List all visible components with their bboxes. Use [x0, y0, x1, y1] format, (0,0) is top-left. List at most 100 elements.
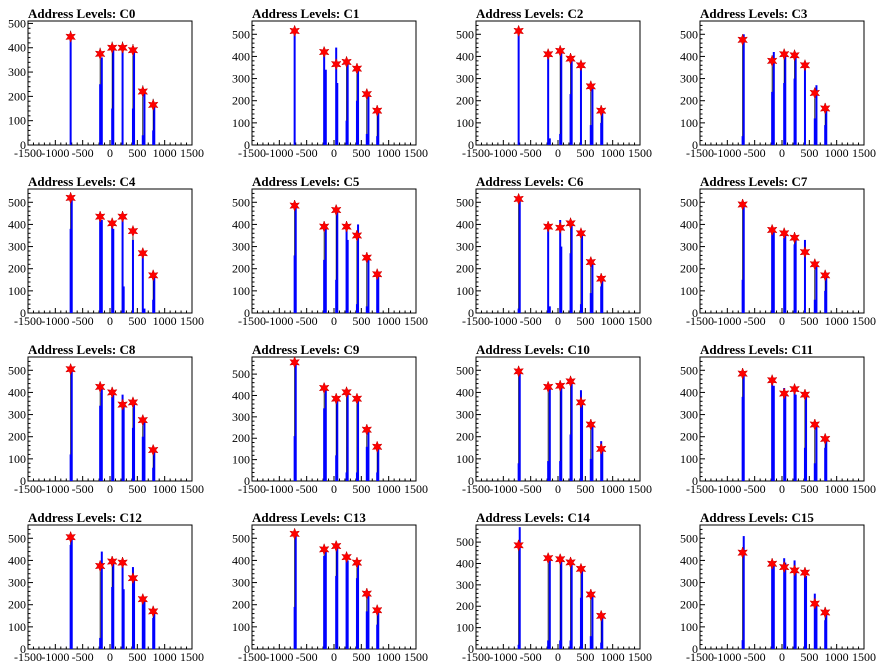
y-tick-label: 0 [468, 642, 474, 656]
peak-marker [554, 379, 566, 392]
histogram-bar [355, 472, 358, 481]
histogram-bar [336, 83, 339, 145]
chart-title: Address Levels: C6 [476, 174, 584, 189]
y-tick-label: 400 [232, 553, 250, 567]
histogram-bar [815, 264, 818, 313]
chart-svg: 0 100 200 300 400 500 -1500 -1000 -500 0 500 1000 15… [8, 188, 204, 328]
peak-marker [595, 609, 607, 623]
histogram-bar [365, 133, 368, 145]
chart-panel: Address Levels: C6 0 100 200 300 400 500 -1500-… [448, 168, 672, 336]
y-tick-label: 0 [20, 138, 26, 152]
peak-marker [542, 551, 554, 565]
x-tick-label: 500 [352, 482, 370, 496]
plot-frame [27, 524, 193, 650]
x-tick-label: -1500 [686, 482, 714, 496]
histogram-bar [569, 253, 572, 313]
chart-title: Address Levels: C5 [252, 174, 360, 189]
y-tick-label: 500 [8, 531, 26, 545]
histogram-bar [377, 111, 380, 145]
histogram-bar [793, 389, 796, 481]
histogram-bar [345, 472, 348, 481]
x-tick-label: -1500 [462, 650, 490, 664]
peak-marker [778, 560, 790, 574]
peak-marker [330, 392, 342, 405]
histogram-bar [111, 224, 114, 313]
peak-marker [137, 247, 149, 260]
x-tick-label: 1500 [628, 482, 652, 496]
x-tick-label: 500 [352, 146, 370, 160]
peak-marker [513, 365, 524, 378]
histogram-bar [771, 561, 774, 649]
chart-panel: Address Levels: C1 0 100 200 300 400 500 -1500-… [224, 0, 448, 168]
x-tick-label: -500 [72, 482, 94, 496]
histogram-bar [579, 304, 582, 313]
y-tick-label: 400 [456, 385, 474, 399]
chart-title: Address Levels: C14 [476, 510, 590, 525]
histogram-bar [112, 50, 115, 146]
chart-svg: 0 100 200 300 400 500 -1500 -1000 -500 0 500 1000 15… [8, 16, 204, 160]
x-tick-label: -1500 [238, 314, 266, 328]
y-tick-label: 0 [468, 474, 474, 488]
x-tick-label: 500 [128, 146, 146, 160]
histogram-bar [153, 275, 156, 313]
peak-marker [778, 227, 790, 240]
histogram-bar [815, 604, 818, 649]
histogram-bar [112, 392, 115, 481]
histogram-bar [559, 220, 562, 313]
peak-marker [65, 363, 76, 376]
y-tick-label: 400 [8, 41, 26, 55]
peak-marker [318, 220, 330, 233]
peak-marker [766, 223, 778, 237]
histogram-bar [805, 394, 808, 481]
x-tick-label: 1000 [825, 314, 849, 328]
histogram-bar [771, 380, 774, 481]
histogram-bar [377, 446, 380, 481]
x-tick-label: -1500 [238, 482, 266, 496]
x-tick-label: -500 [72, 650, 94, 664]
peak-marker [361, 423, 373, 436]
peak-marker [819, 102, 831, 115]
histogram-bar [825, 275, 828, 313]
x-tick-label: -500 [296, 482, 318, 496]
peak-marker [106, 217, 118, 230]
x-tick-label: 500 [800, 482, 818, 496]
peak-marker [737, 546, 748, 559]
peak-marker [585, 418, 597, 431]
histogram-bar [100, 386, 103, 481]
histogram-bar [517, 29, 520, 145]
chart-title: Address Levels: C0 [28, 6, 136, 21]
chart-svg: 0 100 200 300 400 500 -1500 -1000 -500 0 500 1000 15… [232, 188, 428, 328]
x-tick-label: -1500 [686, 650, 714, 664]
x-tick-label: 500 [128, 650, 146, 664]
peak-marker [595, 442, 607, 456]
plot-frame [475, 20, 641, 146]
histogram-bar [560, 246, 563, 313]
x-tick-label: 1000 [153, 146, 177, 160]
histogram-bar [815, 424, 818, 481]
y-tick-label: 400 [680, 49, 698, 63]
y-tick-label: 0 [244, 306, 250, 320]
chart-svg: 0 100 200 300 400 500 -1500 -1000 -500 0 500 1000 15… [8, 356, 204, 496]
histogram-bar [815, 85, 818, 145]
histogram-bar [153, 611, 156, 649]
histogram-bar [813, 593, 816, 649]
chart-title: Address Levels: C8 [28, 342, 136, 357]
y-tick-label: 200 [456, 430, 474, 444]
peak-marker [371, 268, 383, 281]
histogram-bar [560, 52, 563, 145]
y-tick-label: 500 [232, 27, 250, 41]
histogram-bar [152, 299, 155, 313]
histogram-bar [70, 368, 73, 481]
histogram-bar [783, 83, 786, 145]
y-tick-label: 200 [232, 598, 250, 612]
peak-marker [819, 606, 831, 619]
x-tick-label: 1500 [180, 650, 204, 664]
chart-title: Address Levels: C2 [476, 6, 584, 21]
y-tick-label: 0 [244, 474, 250, 488]
plot-frame [475, 524, 641, 650]
chart-title: Address Levels: C10 [476, 342, 590, 357]
x-tick-label: -500 [296, 650, 318, 664]
x-tick-label: 500 [576, 650, 594, 664]
peak-marker [778, 48, 790, 61]
histogram-bar [121, 48, 124, 145]
